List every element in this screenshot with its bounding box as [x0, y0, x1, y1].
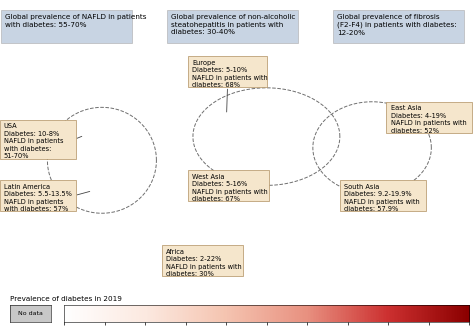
Text: Latin America
Diabetes: 5.5-13.5%
NAFLD in patients
with diabetes: 57%: Latin America Diabetes: 5.5-13.5% NAFLD …: [4, 184, 72, 212]
Text: Global prevalence of non-alcoholic
steatohepatitis in patients with
diabetes: 30: Global prevalence of non-alcoholic steat…: [171, 14, 295, 35]
Text: East Asia
Diabetes: 4-19%
NAFLD in patients with
diabetes: 52%: East Asia Diabetes: 4-19% NAFLD in patie…: [391, 105, 466, 134]
Text: Global prevalence of fibrosis
(F2-F4) in patients with diabetes:
12-20%: Global prevalence of fibrosis (F2-F4) in…: [337, 14, 457, 36]
Text: West Asia
Diabetes: 5-16%
NAFLD in patients with
diabetes: 67%: West Asia Diabetes: 5-16% NAFLD in patie…: [192, 174, 268, 202]
FancyBboxPatch shape: [333, 10, 464, 43]
FancyBboxPatch shape: [340, 180, 426, 211]
Text: Prevalence of diabetes in 2019: Prevalence of diabetes in 2019: [10, 296, 122, 302]
Text: No data: No data: [18, 311, 43, 316]
FancyBboxPatch shape: [188, 56, 267, 87]
FancyBboxPatch shape: [386, 102, 472, 133]
FancyBboxPatch shape: [167, 10, 298, 43]
Text: Global prevalence of NAFLD in patients
with diabetes: 55-70%: Global prevalence of NAFLD in patients w…: [5, 14, 147, 27]
Text: South Asia
Diabetes: 9.2-19.9%
NAFLD in patients with
diabetes: 57.9%: South Asia Diabetes: 9.2-19.9% NAFLD in …: [344, 184, 420, 212]
Text: Africa
Diabetes: 2-22%
NAFLD in patients with
diabetes: 30%: Africa Diabetes: 2-22% NAFLD in patients…: [166, 249, 242, 277]
Text: USA
Diabetes: 10-8%
NAFLD in patients
with diabetes:
51-70%: USA Diabetes: 10-8% NAFLD in patients wi…: [4, 123, 64, 159]
FancyBboxPatch shape: [188, 170, 269, 201]
Text: Europe
Diabetes: 5-10%
NAFLD in patients with
diabetes: 68%: Europe Diabetes: 5-10% NAFLD in patients…: [192, 60, 268, 88]
FancyBboxPatch shape: [1, 10, 132, 43]
FancyBboxPatch shape: [0, 180, 76, 211]
FancyBboxPatch shape: [0, 120, 76, 159]
FancyBboxPatch shape: [162, 245, 243, 276]
